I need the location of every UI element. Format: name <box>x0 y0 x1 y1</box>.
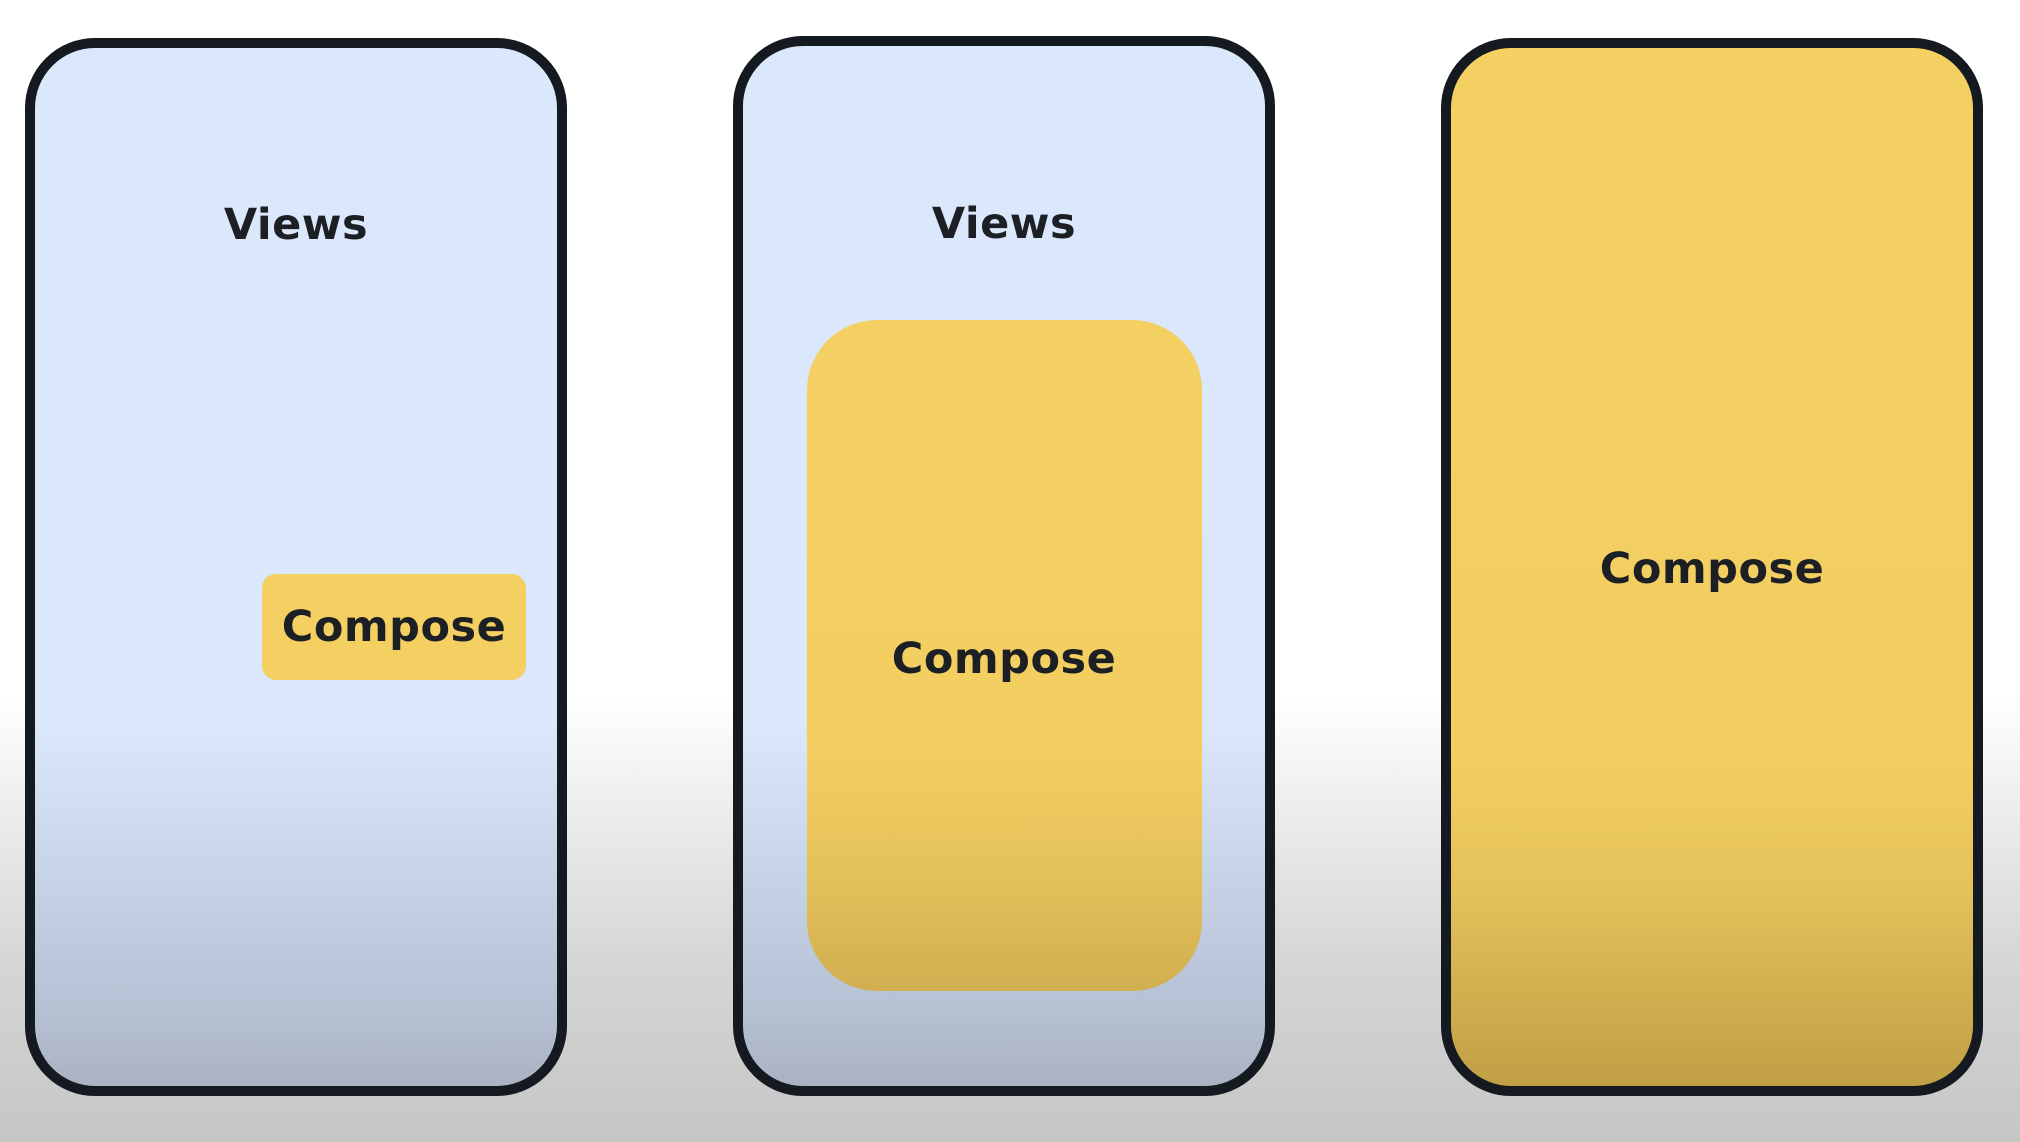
views-label: Views <box>931 199 1077 249</box>
compose-label: Compose <box>1599 544 1825 594</box>
compose-label: Compose <box>891 634 1117 684</box>
compose-embedded-box: Compose <box>807 320 1202 991</box>
phone-mockup-views-with-large-compose: Views Compose <box>733 36 1275 1096</box>
phone-mockup-full-compose: Compose <box>1441 38 1983 1096</box>
compose-embedded-box: Compose <box>262 574 526 680</box>
phone-mockup-views-with-small-compose: Views Compose <box>25 38 567 1096</box>
views-label: Views <box>223 200 369 250</box>
compose-label: Compose <box>281 602 507 652</box>
